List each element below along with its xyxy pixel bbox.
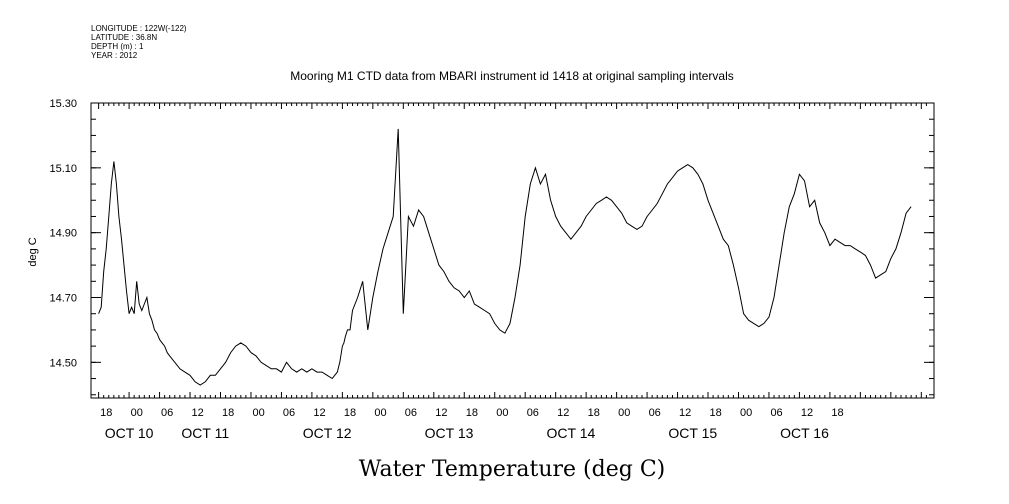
variable-label: Water Temperature (deg C) xyxy=(359,457,666,482)
x-hour-label: 00 xyxy=(252,407,264,419)
x-day-label: OCT 11 xyxy=(181,425,229,441)
x-hour-label: 18 xyxy=(100,407,112,419)
x-day-label: OCT 12 xyxy=(303,425,352,441)
x-hour-label: 18 xyxy=(222,407,234,419)
year-text: YEAR : 2012 xyxy=(91,51,138,60)
y-tick-label: 14.70 xyxy=(49,293,77,305)
x-hour-label: 12 xyxy=(192,407,204,419)
x-hour-label: 00 xyxy=(618,407,630,419)
chart-title: Mooring M1 CTD data from MBARI instrumen… xyxy=(290,69,734,83)
x-hour-label: 00 xyxy=(374,407,386,419)
x-hour-label: 06 xyxy=(161,407,173,419)
x-hour-label: 18 xyxy=(710,407,722,419)
x-day-label: OCT 10 xyxy=(105,425,154,441)
depth-text: DEPTH (m) : 1 xyxy=(91,42,144,51)
x-hour-label: 12 xyxy=(679,407,691,419)
x-hour-label: 00 xyxy=(131,407,143,419)
x-hour-label: 06 xyxy=(649,407,661,419)
y-tick-label: 14.50 xyxy=(49,357,77,369)
x-day-label: OCT 16 xyxy=(780,425,829,441)
y-axis-label: deg C xyxy=(27,237,39,266)
x-day-label: OCT 14 xyxy=(547,425,596,441)
x-hour-label: 00 xyxy=(740,407,752,419)
x-hour-label: 18 xyxy=(344,407,356,419)
x-hour-label: 18 xyxy=(466,407,478,419)
x-hour-label: 06 xyxy=(405,407,417,419)
x-axis: 18 00 06 12 18 00 06 12 18 00 06 12 18 00 06 12 18 00 06 12… xyxy=(98,103,927,441)
x-hour-label: 06 xyxy=(770,407,782,419)
y-axis: 15.30 15.10 14.90 14.70 14.50 xyxy=(49,98,934,396)
temperature-series-line xyxy=(98,128,912,386)
x-day-label: OCT 15 xyxy=(668,425,717,441)
x-hour-label: 06 xyxy=(527,407,539,419)
y-tick-label: 15.10 xyxy=(49,163,77,175)
x-hour-label: 12 xyxy=(435,407,447,419)
x-hour-label: 18 xyxy=(831,407,843,419)
x-hour-label: 12 xyxy=(557,407,569,419)
latitude-text: LATITUDE : 36.8N xyxy=(91,33,157,42)
x-hour-label: 12 xyxy=(801,407,813,419)
x-hour-label: 18 xyxy=(588,407,600,419)
y-tick-label: 14.90 xyxy=(49,228,77,240)
series-group xyxy=(98,128,912,386)
x-day-label: OCT 13 xyxy=(425,425,474,441)
x-hour-label: 06 xyxy=(283,407,295,419)
x-hour-label: 00 xyxy=(496,407,508,419)
x-hour-label: 12 xyxy=(313,407,325,419)
plot-frame xyxy=(90,102,935,399)
longitude-text: LONGITUDE : 122W(-122) xyxy=(91,24,187,33)
y-tick-label: 15.30 xyxy=(49,98,77,110)
